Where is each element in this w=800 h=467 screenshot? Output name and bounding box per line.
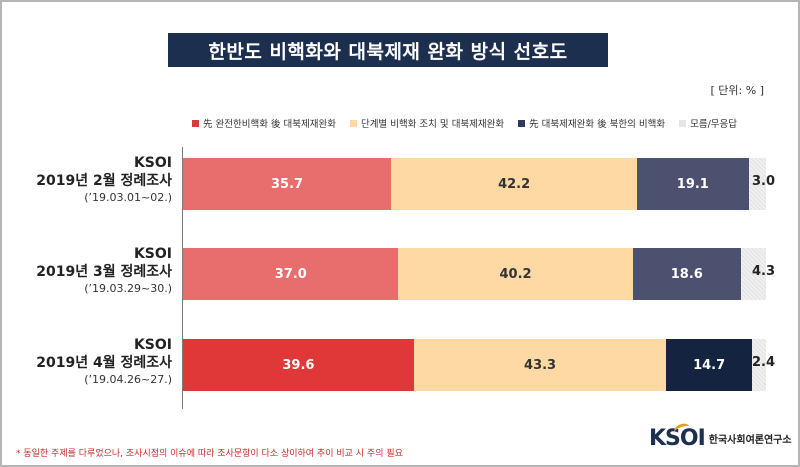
- row-date: (’19.03.01~02.): [84, 191, 172, 204]
- bar-row1-series4: [748, 158, 766, 210]
- legend-swatch-1: [192, 119, 199, 127]
- legend-item-1: 先 완전한비핵화 後 대북제재완화: [192, 116, 336, 130]
- data-label-row1-series3: 19.1: [676, 176, 709, 192]
- legend-item-4: 모름/무응답: [679, 116, 737, 130]
- row-org: KSOI: [133, 246, 172, 262]
- legend-swatch-4: [679, 119, 687, 127]
- data-label-row1-series1: 35.7: [271, 176, 304, 192]
- data-label-row3-series4: 2.4: [752, 355, 776, 370]
- row-name: 2019년 3월 정례조사: [36, 264, 172, 280]
- legend-label-2: 단계별 비핵화 조치 및 대북제재완화: [360, 119, 505, 130]
- bar-row3-series4: [752, 339, 766, 391]
- legend-label-1: 先 완전한비핵화 後 대북제재완화: [203, 119, 336, 130]
- legend-item-2: 단계별 비핵화 조치 및 대북제재완화: [349, 116, 505, 130]
- data-label-row2-series3: 18.6: [670, 266, 703, 282]
- unit-label: [ 단위: % ]: [710, 84, 764, 97]
- legend-label-4: 모름/무응답: [690, 119, 738, 130]
- footnote: * 동일한 주제를 다루었으나, 조사시점의 이슈에 따라 조사문항이 다소 상…: [16, 449, 403, 459]
- legend-item-3: 先 대북제재완화 後 북한의 비핵화: [518, 116, 665, 130]
- bar-row2-series4: [740, 248, 766, 300]
- data-label-row2-series1: 37.0: [274, 266, 307, 282]
- row-date: (’19.04.26~27.): [84, 373, 172, 386]
- row-name: 2019년 2월 정례조사: [36, 173, 172, 189]
- row-label-1: KSOI 2019년 2월 정례조사 (’19.03.01~02.): [2, 154, 172, 206]
- chart-title: 한반도 비핵화와 대북제재 완화 방식 선호도: [168, 33, 608, 67]
- legend-swatch-3: [518, 119, 526, 127]
- bar-row3-series1: 39.6: [183, 339, 414, 391]
- logo-text: 한국사회여론연구소: [708, 435, 792, 446]
- bar-row2-series1: 37.0: [183, 248, 399, 300]
- bar-row3-series2: 43.3: [413, 339, 667, 391]
- bar-row3-series3: 14.7: [666, 339, 752, 391]
- row-label-2: KSOI 2019년 3월 정례조사 (’19.03.29~30.): [2, 245, 172, 297]
- legend-swatch-2: [349, 119, 357, 127]
- data-label-row3-series3: 14.7: [693, 357, 726, 373]
- bar-row1-series1: 35.7: [183, 158, 392, 210]
- row-label-3: KSOI 2019년 4월 정례조사 (’19.04.26~27.): [2, 336, 172, 388]
- logo-mark: KSOI: [649, 421, 706, 451]
- row-org: KSOI: [133, 337, 172, 353]
- row-date: (’19.03.29~30.): [84, 282, 172, 295]
- bar-row1-series3: 19.1: [637, 158, 749, 210]
- bar-row2-series2: 40.2: [398, 248, 633, 300]
- data-label-row3-series2: 43.3: [524, 357, 557, 373]
- bar-row1-series2: 42.2: [391, 158, 638, 210]
- bar-row2-series3: 18.6: [632, 248, 741, 300]
- ksoi-logo: KSOI 한국사회여론연구소: [649, 421, 792, 451]
- legend: 先 완전한비핵화 後 대북제재완화 단계별 비핵화 조치 및 대북제재완화 先 …: [192, 116, 751, 130]
- data-label-row2-series2: 40.2: [499, 266, 532, 282]
- row-org: KSOI: [133, 155, 172, 171]
- row-name: 2019년 4월 정례조사: [36, 355, 172, 371]
- data-label-row1-series2: 42.2: [498, 176, 531, 192]
- data-label-row2-series4: 4.3: [752, 264, 776, 279]
- legend-label-3: 先 대북제재완화 後 북한의 비핵화: [529, 119, 666, 130]
- data-label-row3-series1: 39.6: [282, 357, 315, 373]
- data-label-row1-series4: 3.0: [752, 174, 776, 189]
- category-axis-line: [182, 147, 183, 409]
